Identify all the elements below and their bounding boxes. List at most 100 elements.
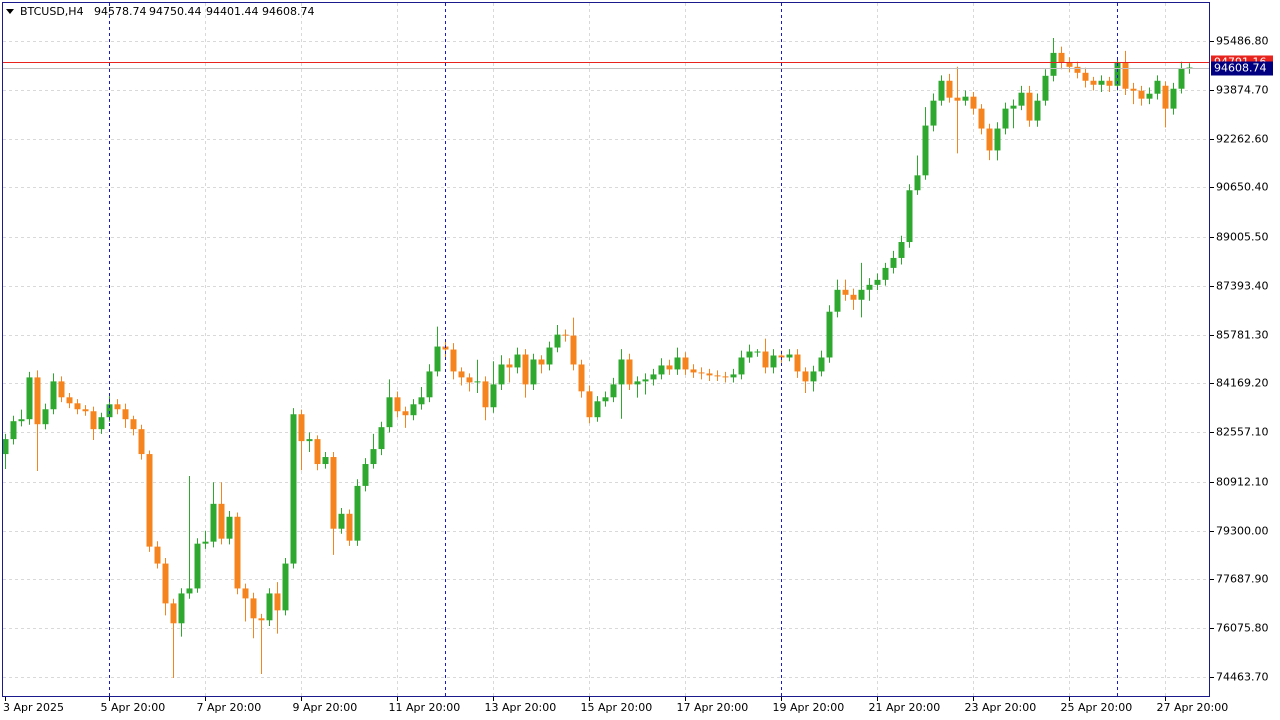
candle-body: [58, 381, 65, 398]
candle-body: [770, 355, 777, 368]
candle-body: [322, 457, 329, 465]
candle-body: [1018, 92, 1025, 106]
candle-body: [994, 128, 1001, 151]
candle-body: [882, 267, 889, 280]
candle-body: [938, 80, 945, 101]
candle-body: [874, 279, 881, 285]
candle-body: [810, 371, 817, 382]
candle-body: [970, 96, 977, 109]
overlay-layer: [3, 3, 1210, 697]
candle-body: [10, 421, 17, 440]
candle-body: [618, 359, 625, 385]
x-tick-label: 19 Apr 20:00: [773, 701, 845, 714]
candle-body: [1106, 80, 1113, 86]
x-tick-label: 9 Apr 20:00: [293, 701, 358, 714]
header-high: 94750.44: [149, 5, 202, 18]
candle-body: [410, 404, 417, 416]
candle-body: [290, 414, 297, 564]
candle-body: [498, 364, 505, 385]
header-open: 94578.74: [94, 5, 147, 18]
candle-body: [42, 409, 49, 425]
y-tick-label: 84169.20: [1216, 377, 1269, 390]
candle-body: [34, 377, 41, 425]
candle-body: [258, 618, 265, 621]
symbol: BTCUSD,H4: [20, 5, 84, 18]
candle-body: [306, 439, 313, 442]
candle-body: [1026, 92, 1033, 121]
candle-body: [802, 371, 809, 382]
candle-body: [746, 351, 753, 358]
candle-body: [946, 80, 953, 98]
bid-label: 94608.74: [1214, 62, 1267, 75]
candle-body: [514, 354, 521, 368]
candle-body: [82, 409, 89, 412]
y-tick-label: 80912.10: [1216, 476, 1269, 489]
candle-body: [682, 357, 689, 370]
candle-body: [194, 543, 201, 589]
x-tick-label: 27 Apr 20:00: [1157, 701, 1229, 714]
candle-body: [834, 289, 841, 312]
plot-frame: [2, 2, 1210, 697]
candle-body: [114, 404, 121, 410]
candle-body: [338, 513, 345, 529]
candle-body: [634, 381, 641, 385]
candle-body: [1162, 85, 1169, 109]
candle-body: [1138, 90, 1145, 99]
candle-body: [914, 175, 921, 191]
candle-body: [930, 100, 937, 126]
candle-body: [242, 588, 249, 599]
candle-layer: [2, 37, 1193, 679]
candle-body: [602, 397, 609, 402]
y-tick-label: 87393.40: [1216, 280, 1269, 293]
candle-body: [978, 108, 985, 129]
candle-body: [954, 97, 961, 101]
x-tick-label: 11 Apr 20:00: [389, 701, 461, 714]
candle-body: [482, 381, 489, 408]
y-tick-label: 85781.30: [1216, 329, 1269, 342]
candle-body: [66, 397, 73, 404]
y-tick-label: 82557.10: [1216, 426, 1269, 439]
candle-body: [858, 289, 865, 300]
candle-body: [394, 397, 401, 412]
candle-body: [666, 365, 673, 370]
candle-body: [370, 449, 377, 465]
candle-body: [962, 96, 969, 101]
x-tick-label: 17 Apr 20:00: [677, 701, 749, 714]
candle-body: [490, 384, 497, 408]
candle-body: [1082, 72, 1089, 81]
x-tick-label: 5 Apr 20:00: [101, 701, 166, 714]
candle-body: [314, 439, 321, 465]
candle-body: [1122, 62, 1129, 89]
candle-body: [450, 349, 457, 372]
candle-body: [986, 128, 993, 151]
header-close: 94608.74: [262, 5, 315, 18]
header: BTCUSD,H4 94578.74 94750.44 94401.44 946…: [6, 5, 315, 18]
header-low: 94401.44: [206, 5, 259, 18]
candle-body: [922, 125, 929, 176]
candle-body: [1066, 62, 1073, 67]
candle-body: [162, 563, 169, 604]
candle-body: [1170, 88, 1177, 109]
candle-body: [794, 354, 801, 372]
candle-body: [738, 357, 745, 375]
x-tick-label: 25 Apr 20:00: [1061, 701, 1133, 714]
candle-body: [458, 371, 465, 378]
candle-body: [626, 359, 633, 385]
candle-body: [298, 414, 305, 442]
candle-body: [1146, 93, 1153, 99]
candle-body: [250, 598, 257, 619]
candle-body: [1074, 66, 1081, 73]
candle-body: [170, 603, 177, 624]
candle-body: [362, 464, 369, 486]
y-tick-label: 95486.80: [1216, 35, 1269, 48]
candle-body: [202, 541, 209, 544]
candle-body: [90, 411, 97, 430]
candle-body: [26, 377, 33, 420]
candle-body: [210, 503, 217, 542]
candle-body: [146, 454, 153, 547]
y-tick-label: 89005.50: [1216, 231, 1269, 244]
y-tick-label: 79300.00: [1216, 525, 1269, 538]
candle-body: [474, 381, 481, 383]
